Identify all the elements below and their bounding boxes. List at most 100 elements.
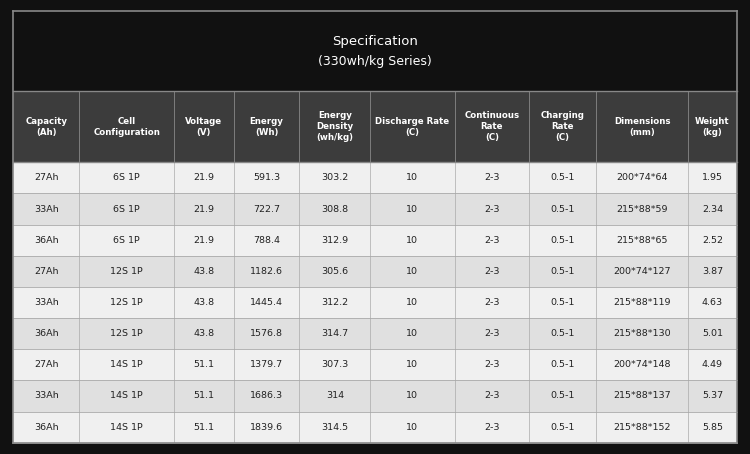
Text: 6S 1P: 6S 1P — [113, 236, 140, 245]
Bar — [13, 91, 736, 162]
Text: Weight
(kg): Weight (kg) — [695, 117, 730, 137]
Text: 33Ah: 33Ah — [34, 205, 58, 213]
Text: 788.4: 788.4 — [253, 236, 280, 245]
Text: 27Ah: 27Ah — [34, 267, 58, 276]
Text: Cell
Configuration: Cell Configuration — [93, 117, 160, 137]
Text: 591.3: 591.3 — [253, 173, 280, 183]
Text: 1379.7: 1379.7 — [250, 360, 283, 369]
Text: 312.9: 312.9 — [321, 236, 349, 245]
Text: 215*88*59: 215*88*59 — [616, 205, 668, 213]
Text: 10: 10 — [406, 267, 418, 276]
Text: 10: 10 — [406, 173, 418, 183]
Text: 303.2: 303.2 — [321, 173, 349, 183]
Text: 2.34: 2.34 — [702, 205, 723, 213]
Text: 215*88*130: 215*88*130 — [614, 329, 671, 338]
Text: 14S 1P: 14S 1P — [110, 360, 143, 369]
Text: Continuous
Rate
(C): Continuous Rate (C) — [464, 112, 520, 142]
Text: Charging
Rate
(C): Charging Rate (C) — [541, 112, 584, 142]
Text: 314.5: 314.5 — [321, 423, 349, 432]
Text: 200*74*64: 200*74*64 — [616, 173, 668, 183]
Text: 36Ah: 36Ah — [34, 329, 58, 338]
Text: 0.5-1: 0.5-1 — [550, 236, 574, 245]
Text: 1576.8: 1576.8 — [250, 329, 283, 338]
Text: 200*74*148: 200*74*148 — [614, 360, 670, 369]
Text: 10: 10 — [406, 298, 418, 307]
Text: 5.37: 5.37 — [702, 391, 723, 400]
Text: 10: 10 — [406, 391, 418, 400]
Text: 2-3: 2-3 — [484, 360, 500, 369]
Text: 1839.6: 1839.6 — [250, 423, 283, 432]
Text: 4.63: 4.63 — [702, 298, 723, 307]
Text: 43.8: 43.8 — [194, 298, 214, 307]
Text: 2-3: 2-3 — [484, 205, 500, 213]
Text: 305.6: 305.6 — [321, 267, 349, 276]
Text: 12S 1P: 12S 1P — [110, 329, 143, 338]
Bar — [13, 11, 736, 91]
Text: 51.1: 51.1 — [194, 360, 214, 369]
Text: 3.87: 3.87 — [702, 267, 723, 276]
Text: 2-3: 2-3 — [484, 267, 500, 276]
Text: Energy
Density
(wh/kg): Energy Density (wh/kg) — [316, 112, 353, 142]
Text: 14S 1P: 14S 1P — [110, 391, 143, 400]
Text: 215*88*65: 215*88*65 — [616, 236, 668, 245]
Text: 51.1: 51.1 — [194, 423, 214, 432]
Text: 5.85: 5.85 — [702, 423, 723, 432]
Bar — [13, 318, 736, 349]
Text: 2-3: 2-3 — [484, 329, 500, 338]
Text: 6S 1P: 6S 1P — [113, 173, 140, 183]
Text: Specification: Specification — [332, 35, 418, 48]
Text: 33Ah: 33Ah — [34, 391, 58, 400]
Text: 21.9: 21.9 — [194, 236, 214, 245]
Text: 200*74*127: 200*74*127 — [614, 267, 670, 276]
Text: 2-3: 2-3 — [484, 298, 500, 307]
Text: 21.9: 21.9 — [194, 205, 214, 213]
Bar — [13, 287, 736, 318]
Text: Capacity
(Ah): Capacity (Ah) — [26, 117, 68, 137]
Text: 2-3: 2-3 — [484, 391, 500, 400]
Text: 307.3: 307.3 — [321, 360, 349, 369]
Bar — [13, 411, 736, 443]
Text: 0.5-1: 0.5-1 — [550, 360, 574, 369]
Text: 10: 10 — [406, 360, 418, 369]
Bar — [13, 162, 736, 193]
Text: Energy
(Wh): Energy (Wh) — [250, 117, 284, 137]
Text: 0.5-1: 0.5-1 — [550, 329, 574, 338]
Text: 722.7: 722.7 — [253, 205, 280, 213]
Text: 10: 10 — [406, 423, 418, 432]
Text: 10: 10 — [406, 329, 418, 338]
Bar — [13, 225, 736, 256]
Text: Discharge Rate
(C): Discharge Rate (C) — [375, 117, 449, 137]
Text: 27Ah: 27Ah — [34, 173, 58, 183]
Text: 1445.4: 1445.4 — [250, 298, 283, 307]
Text: 43.8: 43.8 — [194, 267, 214, 276]
Text: 14S 1P: 14S 1P — [110, 423, 143, 432]
Text: 215*88*119: 215*88*119 — [614, 298, 670, 307]
Text: (330wh/kg Series): (330wh/kg Series) — [318, 55, 432, 68]
Text: 27Ah: 27Ah — [34, 360, 58, 369]
Text: 10: 10 — [406, 236, 418, 245]
Text: 10: 10 — [406, 205, 418, 213]
Text: 0.5-1: 0.5-1 — [550, 298, 574, 307]
Text: 4.49: 4.49 — [702, 360, 723, 369]
Text: 6S 1P: 6S 1P — [113, 205, 140, 213]
Text: 2-3: 2-3 — [484, 173, 500, 183]
Bar — [13, 349, 736, 380]
Text: 36Ah: 36Ah — [34, 236, 58, 245]
Text: 51.1: 51.1 — [194, 391, 214, 400]
Text: 215*88*152: 215*88*152 — [614, 423, 670, 432]
Bar — [13, 256, 736, 287]
Text: 5.01: 5.01 — [702, 329, 723, 338]
Text: 2.52: 2.52 — [702, 236, 723, 245]
Text: 0.5-1: 0.5-1 — [550, 267, 574, 276]
Bar — [13, 380, 736, 411]
Text: 0.5-1: 0.5-1 — [550, 391, 574, 400]
Text: 314.7: 314.7 — [321, 329, 349, 338]
Text: 33Ah: 33Ah — [34, 298, 58, 307]
Text: 215*88*137: 215*88*137 — [614, 391, 671, 400]
Text: 0.5-1: 0.5-1 — [550, 423, 574, 432]
Text: 0.5-1: 0.5-1 — [550, 205, 574, 213]
Text: 21.9: 21.9 — [194, 173, 214, 183]
Bar — [13, 193, 736, 225]
Text: 0.5-1: 0.5-1 — [550, 173, 574, 183]
Text: 2-3: 2-3 — [484, 423, 500, 432]
